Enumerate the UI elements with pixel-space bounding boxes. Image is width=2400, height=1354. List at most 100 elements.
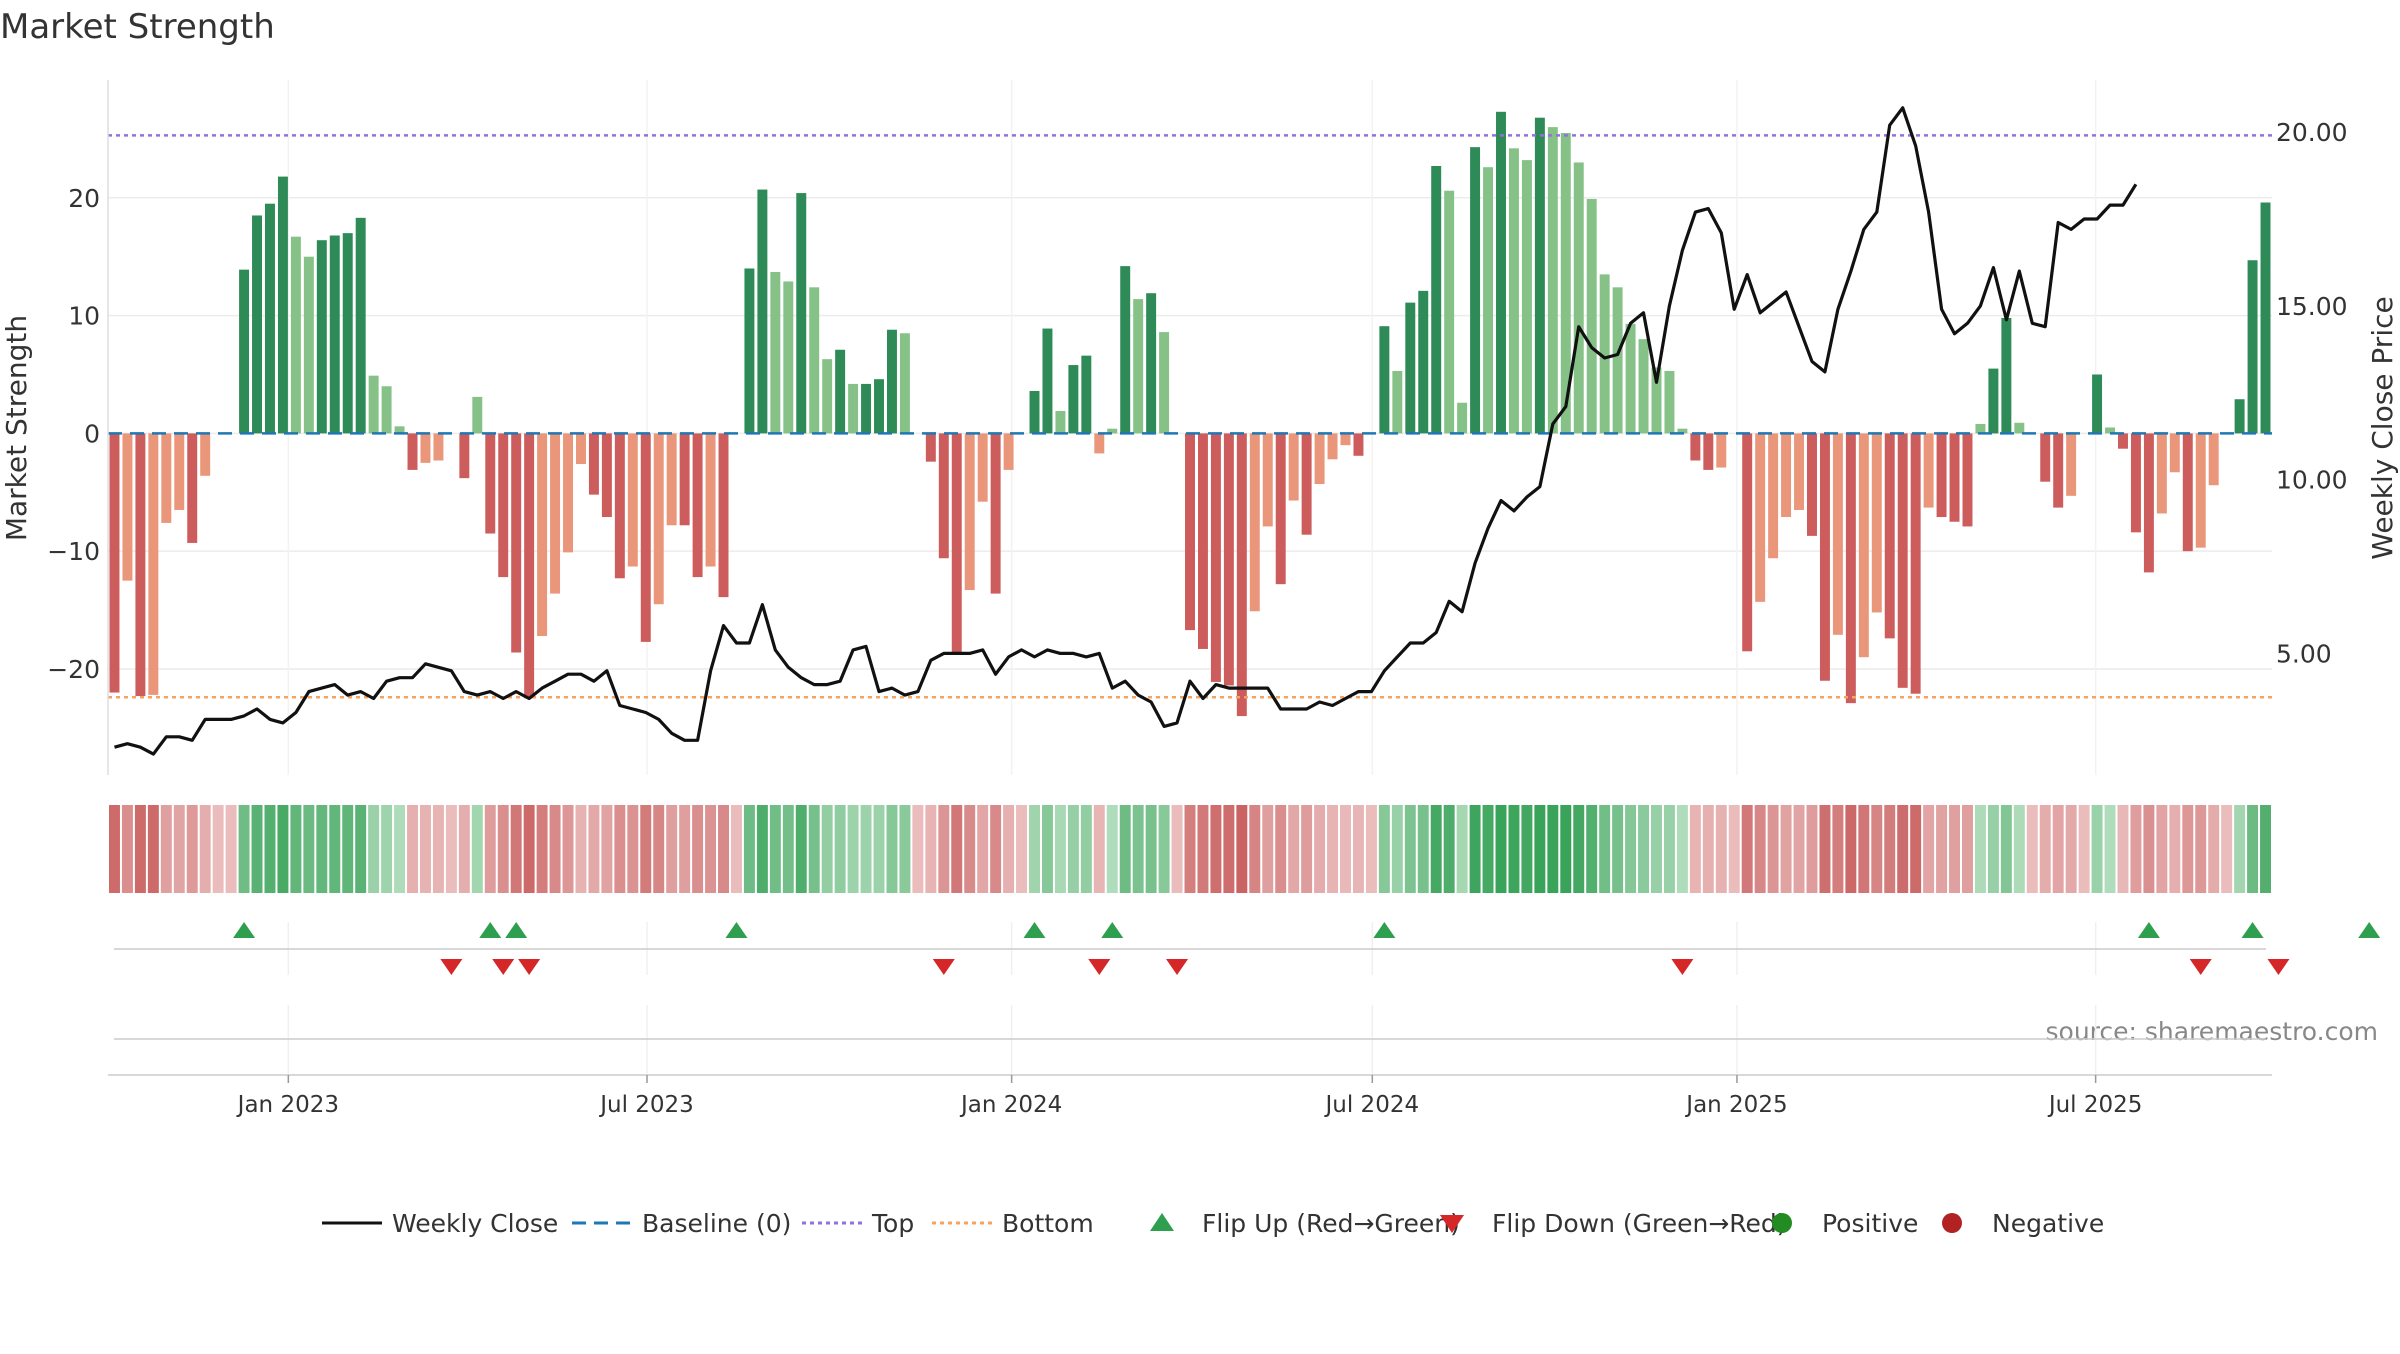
strength-bar: [239, 269, 250, 434]
strip-cell: [886, 805, 898, 893]
strip-cell: [1586, 805, 1598, 893]
strength-bar: [1742, 433, 1753, 652]
y-axis-label-right: Weekly Close Price: [2366, 296, 2399, 559]
strip-cell: [1456, 805, 1468, 893]
strength-bar: [1988, 368, 1999, 434]
flip-markers-panel: [114, 922, 2381, 1040]
strip-cell: [2182, 805, 2194, 893]
strip-cell: [1443, 805, 1455, 893]
weekly-close-series: [114, 106, 2138, 756]
strip-cell: [1663, 805, 1675, 893]
strip-cell: [134, 805, 146, 893]
legend-label: Flip Down (Green→Red): [1492, 1209, 1787, 1238]
strip-cell: [1599, 805, 1611, 893]
strength-bar: [1405, 302, 1416, 434]
strip-cell: [2078, 805, 2090, 893]
strength-bar: [1146, 293, 1157, 434]
strength-bar: [1314, 433, 1325, 485]
strip-cell: [1547, 805, 1559, 893]
strength-bar: [290, 236, 301, 434]
strip-cell: [1949, 805, 1961, 893]
flip-up-marker: [505, 922, 528, 938]
strip-cell: [2221, 805, 2233, 893]
strip-cell: [653, 805, 665, 893]
legend-dot-swatch: [1942, 1213, 1962, 1233]
strength-bar: [1107, 428, 1118, 434]
strip-cell: [523, 805, 535, 893]
strength-bar: [822, 359, 833, 434]
strength-bar: [861, 383, 872, 434]
strip-cell: [1352, 805, 1364, 893]
strip-cell: [484, 805, 496, 893]
strength-bar: [433, 433, 444, 461]
strength-bar: [485, 433, 496, 534]
strength-bar: [1690, 433, 1701, 461]
strength-bar: [874, 379, 884, 434]
x-tick-label: Jul 2023: [598, 1092, 694, 1118]
strength-bar: [1677, 428, 1688, 434]
strength-bar: [1560, 133, 1571, 434]
strength-bar: [1975, 423, 1986, 434]
flip-up-marker: [233, 922, 256, 938]
strength-bar: [990, 433, 1001, 594]
strength-bar: [614, 433, 625, 579]
strip-cell: [1171, 805, 1183, 893]
strip-cell: [2013, 805, 2025, 893]
strip-cell: [1573, 805, 1585, 893]
strip-cell: [368, 805, 380, 893]
strip-cell: [1275, 805, 1287, 893]
strip-cell: [1119, 805, 1131, 893]
strip-cell: [912, 805, 924, 893]
strength-bar: [1197, 433, 1208, 649]
flip-up-marker: [2137, 922, 2160, 938]
strip-cell: [1210, 805, 1222, 893]
strip-cell: [666, 805, 678, 893]
strip-cell: [2130, 805, 2142, 893]
strength-bar: [1794, 433, 1805, 510]
strip-cell: [1016, 805, 1028, 893]
strip-cell: [2143, 805, 2155, 893]
y-tick-label-left: 0: [84, 419, 100, 448]
strip-cell: [640, 805, 652, 893]
strength-bar: [1327, 433, 1338, 460]
strip-cell: [329, 805, 341, 893]
strip-cell: [1923, 805, 1935, 893]
strength-bar: [1301, 433, 1312, 535]
strip-cell: [1365, 805, 1377, 893]
strip-cell: [769, 805, 781, 893]
strip-cell: [1651, 805, 1662, 893]
strip-cell: [2156, 805, 2168, 893]
strip-cell: [1780, 805, 1792, 893]
strength-bar: [2234, 399, 2245, 434]
strip-cell: [834, 805, 846, 893]
strip-cell: [419, 805, 431, 893]
strip-cell: [2169, 805, 2181, 893]
strength-bar: [1547, 127, 1558, 434]
strip-cell: [407, 805, 418, 893]
strength-bar: [951, 433, 962, 653]
source-text: source: sharemaestro.com: [2046, 1017, 2379, 1046]
strength-bar: [420, 433, 431, 463]
strength-bar: [1664, 370, 1675, 434]
strip-cell: [1793, 805, 1805, 893]
y-tick-label-left: 20: [68, 184, 100, 213]
strength-bar: [1275, 433, 1286, 585]
legend-label: Bottom: [1002, 1209, 1094, 1238]
strip-cell: [1741, 805, 1753, 893]
strength-bar: [2143, 433, 2154, 573]
strength-bar: [1949, 433, 1960, 522]
strength-bar: [135, 433, 146, 697]
strip-cell: [497, 805, 509, 893]
strength-bar: [200, 433, 211, 476]
strength-bar: [1340, 433, 1351, 446]
strength-bar: [1081, 355, 1092, 434]
legend-label: Negative: [1992, 1209, 2104, 1238]
strip-cell: [510, 805, 522, 893]
strip-cell: [173, 805, 185, 893]
flip-down-marker: [2189, 959, 2212, 975]
strength-heat-strip: [109, 805, 2271, 893]
x-tick-label: Jul 2024: [1324, 1092, 1420, 1118]
strength-bar: [679, 433, 690, 526]
strength-bar: [886, 329, 897, 434]
